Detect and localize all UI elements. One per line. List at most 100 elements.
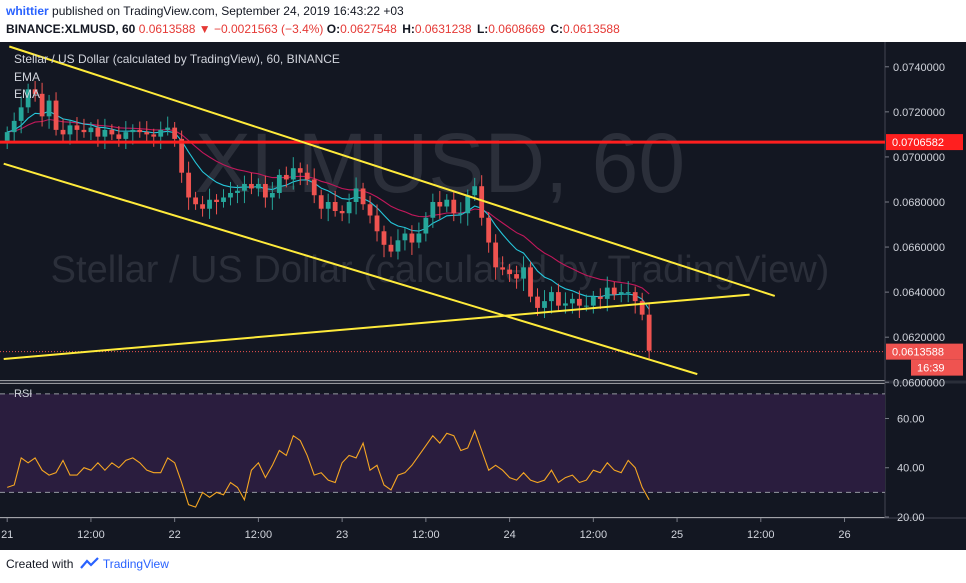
ema-legend-1: EMA xyxy=(14,70,40,84)
time-tick-label: 12:00 xyxy=(77,529,105,541)
candle-down xyxy=(374,215,380,232)
candle-down xyxy=(493,242,499,268)
candle-down xyxy=(193,197,198,205)
candle-up xyxy=(67,125,73,135)
candle-down xyxy=(388,244,394,252)
time-tick-label: 25 xyxy=(671,529,683,541)
candle-down xyxy=(311,179,317,196)
publish-info: published on TradingView.com, September … xyxy=(52,4,404,18)
candle-up xyxy=(88,127,94,133)
candle-up xyxy=(165,127,171,130)
author-link[interactable]: whittier xyxy=(6,4,49,18)
tradingview-brand-link[interactable]: TradingView xyxy=(102,557,169,571)
candle-up xyxy=(290,168,296,180)
candle-up xyxy=(207,199,212,209)
candle-down xyxy=(297,168,303,173)
price-change: ▼ −0.0021563 (−3.4%) xyxy=(198,22,324,36)
candle-down xyxy=(283,174,289,180)
price-tick-label: 0.0620000 xyxy=(893,332,945,344)
last-price-badge-label: 0.0613588 xyxy=(892,347,944,359)
candle-up xyxy=(472,186,478,196)
time-tick-label: 24 xyxy=(503,529,515,541)
candle-up xyxy=(416,233,422,243)
candle-up xyxy=(102,129,108,137)
time-tick-label: 21 xyxy=(1,529,13,541)
candle-up xyxy=(11,120,17,133)
candle-down xyxy=(632,292,638,302)
candle-down xyxy=(556,292,561,306)
time-tick-label: 12:00 xyxy=(747,529,775,541)
watermark-description: Stellar / US Dollar (calculated by Tradi… xyxy=(51,249,830,291)
candle-down xyxy=(611,287,617,295)
candle-down xyxy=(500,267,506,270)
candle-up xyxy=(583,305,589,307)
low-value: 0.0608669 xyxy=(488,22,545,36)
candle-up xyxy=(604,287,610,299)
last-price-badge xyxy=(886,343,963,360)
rsi-line xyxy=(7,429,650,508)
candle-up xyxy=(25,89,31,108)
time-tick-label: 22 xyxy=(169,529,181,541)
open-label: O: xyxy=(326,22,341,36)
candle-up xyxy=(130,129,136,133)
candle-down xyxy=(109,129,115,135)
candle-down xyxy=(318,195,324,209)
candle-down xyxy=(116,134,122,139)
candle-down xyxy=(214,199,219,202)
last-price: 0.0613588 xyxy=(138,22,196,36)
resistance-badge xyxy=(886,134,963,151)
rsi-band-fill xyxy=(0,393,885,493)
candle-down xyxy=(60,129,66,135)
candle-up xyxy=(458,213,464,215)
trendline xyxy=(3,162,698,376)
candle-down xyxy=(367,204,373,216)
candle-down xyxy=(144,132,150,135)
candle-down xyxy=(437,201,443,207)
time-tick-label: 12:00 xyxy=(580,529,608,541)
symbol-label: BINANCE:XLMUSD, 60 xyxy=(6,22,136,36)
candle-up xyxy=(123,132,129,139)
candle-up xyxy=(423,217,429,234)
candle-down xyxy=(74,125,80,130)
low-label: L: xyxy=(476,22,489,36)
tradingview-logo-icon xyxy=(79,557,99,569)
candle-up xyxy=(221,197,226,202)
candle-up xyxy=(242,183,247,191)
candle-down xyxy=(597,296,603,299)
candle-down xyxy=(507,269,512,275)
trendline xyxy=(8,45,776,297)
candle-up xyxy=(444,199,450,207)
main-pane-bg xyxy=(0,42,885,380)
footer: Created with TradingView xyxy=(6,557,169,571)
candle-down xyxy=(151,134,157,137)
ema-fast-line xyxy=(7,110,650,310)
candle-up xyxy=(465,195,471,214)
close-label: C: xyxy=(550,22,564,36)
candle-down xyxy=(332,201,338,211)
candle-down xyxy=(304,172,310,180)
candle-up xyxy=(542,301,547,308)
candle-down xyxy=(486,217,492,243)
publish-line: whittier published on TradingView.com, S… xyxy=(6,4,404,20)
candle-down xyxy=(535,296,540,308)
symbol-line: BINANCE:XLMUSD, 60 0.0613588 ▼ −0.002156… xyxy=(6,22,622,38)
candle-down xyxy=(172,127,178,139)
candle-up xyxy=(618,292,624,295)
candle-down xyxy=(95,127,101,137)
candle-up xyxy=(228,192,233,198)
time-scale-bg xyxy=(0,518,966,550)
candle-down xyxy=(409,233,415,243)
candle-up xyxy=(269,192,275,198)
price-tick-label: 0.0680000 xyxy=(893,197,945,209)
candle-down xyxy=(576,298,582,306)
candle-down xyxy=(360,188,366,205)
chart-title: Stellar / US Dollar (calculated by Tradi… xyxy=(14,52,340,66)
candle-down xyxy=(262,183,268,198)
high-value: 0.0631238 xyxy=(414,22,472,36)
time-tick-label: 26 xyxy=(838,529,850,541)
candle-down xyxy=(479,186,485,218)
candle-down xyxy=(53,100,59,130)
price-tick-label: 0.0740000 xyxy=(893,62,945,74)
